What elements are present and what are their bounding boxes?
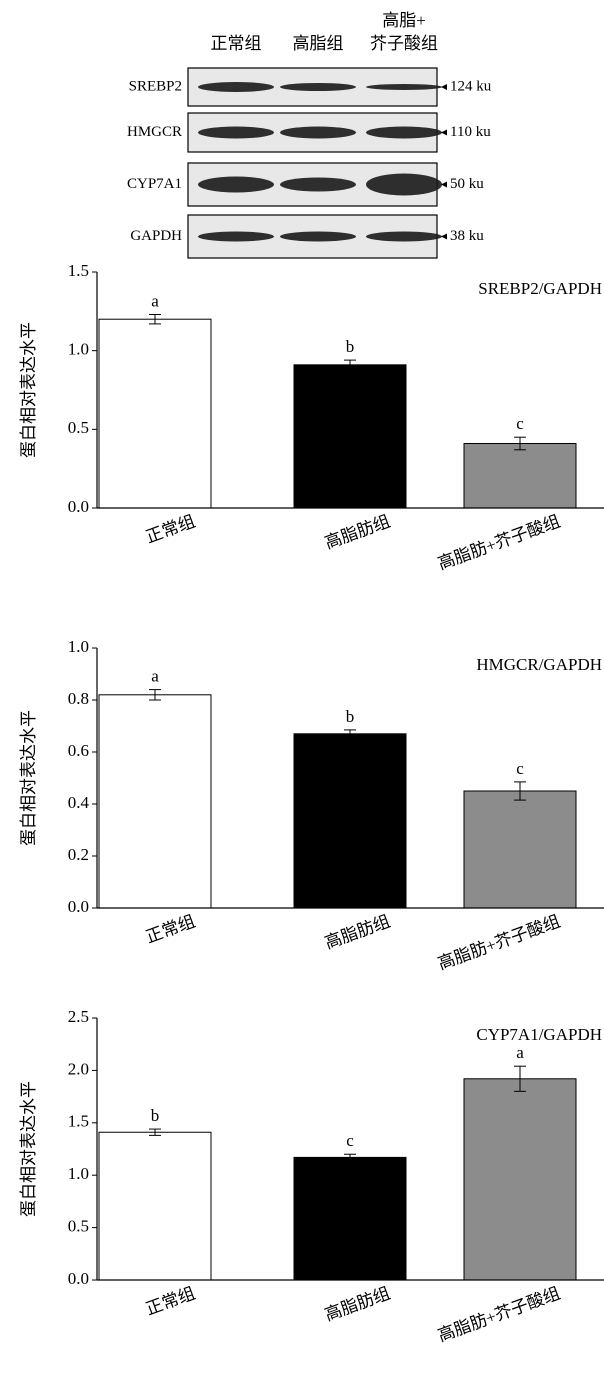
protein-label: SREBP2 xyxy=(129,78,182,94)
figure: 正常组 高脂组 高脂+ 芥子酸组 SREBP2 124 ku HMGCR 110 ku CYP7… xyxy=(0,0,604,1376)
y-tick-label: 0.0 xyxy=(68,497,89,516)
blot-band xyxy=(198,232,274,242)
blot-band xyxy=(366,127,442,139)
y-tick-label: 1.0 xyxy=(68,637,89,656)
y-tick-label: 0.0 xyxy=(68,1269,89,1288)
blot-band xyxy=(280,127,356,139)
bar xyxy=(294,734,406,908)
y-tick-label: 2.0 xyxy=(68,1059,89,1078)
significance-label: c xyxy=(516,414,524,433)
blot-band xyxy=(280,83,356,91)
bar xyxy=(99,695,211,908)
x-tick-label: 正常组 xyxy=(143,1284,197,1319)
x-tick-label: 高脂肪组 xyxy=(322,512,392,553)
y-tick-label: 1.5 xyxy=(68,261,89,280)
protein-label: GAPDH xyxy=(130,228,182,244)
y-axis-label: 蛋白相对表达水平 xyxy=(19,710,38,846)
y-tick-label: 0.6 xyxy=(68,741,89,760)
blot-band xyxy=(366,84,442,90)
lane-label: 正常组 xyxy=(211,34,262,53)
y-tick-label: 1.0 xyxy=(68,1164,89,1183)
size-arrow xyxy=(441,84,447,90)
x-tick-label: 高脂肪组 xyxy=(322,912,392,953)
y-axis-label: 蛋白相对表达水平 xyxy=(19,1081,38,1217)
lane-label: 芥子酸组 xyxy=(370,34,438,53)
y-tick-label: 0.2 xyxy=(68,845,89,864)
significance-label: a xyxy=(151,667,159,686)
lane-label: 高脂+ xyxy=(382,11,426,30)
size-label: 110 ku xyxy=(450,124,491,140)
significance-label: a xyxy=(151,291,159,310)
y-tick-label: 2.5 xyxy=(68,1007,89,1026)
blot-band xyxy=(198,82,274,92)
size-arrow xyxy=(441,130,447,136)
blot-band xyxy=(198,127,274,139)
significance-label: c xyxy=(346,1131,354,1150)
x-tick-label: 正常组 xyxy=(143,512,197,547)
protein-label: CYP7A1 xyxy=(127,176,182,192)
size-label: 50 ku xyxy=(450,176,484,192)
significance-label: b xyxy=(346,707,355,726)
protein-label: HMGCR xyxy=(127,124,182,140)
panel-title: HMGCR/GAPDH xyxy=(476,655,602,674)
significance-label: c xyxy=(516,759,524,778)
bar xyxy=(294,365,406,508)
x-tick-label: 高脂肪+芥子酸组 xyxy=(435,1284,562,1346)
y-tick-label: 0.5 xyxy=(68,1217,89,1236)
y-tick-label: 1.5 xyxy=(68,1112,89,1131)
lane-label: 高脂组 xyxy=(293,34,344,53)
significance-label: a xyxy=(516,1043,524,1062)
size-label: 124 ku xyxy=(450,78,492,94)
blot-band xyxy=(198,177,274,193)
bar xyxy=(464,1079,576,1280)
bar xyxy=(99,1132,211,1280)
blot-band xyxy=(366,232,442,242)
y-tick-label: 0.5 xyxy=(68,418,89,437)
x-tick-label: 高脂肪+芥子酸组 xyxy=(435,512,562,574)
blot-band xyxy=(280,232,356,242)
x-tick-label: 正常组 xyxy=(143,912,197,947)
bar xyxy=(464,791,576,908)
y-tick-label: 1.0 xyxy=(68,340,89,359)
size-label: 38 ku xyxy=(450,228,484,244)
y-axis-label: 蛋白相对表达水平 xyxy=(19,322,38,458)
bar xyxy=(464,443,576,508)
blot-band xyxy=(366,174,442,196)
size-arrow xyxy=(441,234,447,240)
y-tick-label: 0.8 xyxy=(68,689,89,708)
panel-title: SREBP2/GAPDH xyxy=(478,279,602,298)
significance-label: b xyxy=(151,1106,160,1125)
blot-band xyxy=(280,178,356,192)
x-tick-label: 高脂肪+芥子酸组 xyxy=(435,912,562,974)
bar xyxy=(294,1157,406,1280)
x-tick-label: 高脂肪组 xyxy=(322,1284,392,1325)
size-arrow xyxy=(441,182,447,188)
significance-label: b xyxy=(346,337,355,356)
y-tick-label: 0.0 xyxy=(68,897,89,916)
panel-title: CYP7A1/GAPDH xyxy=(476,1025,602,1044)
y-tick-label: 0.4 xyxy=(68,793,90,812)
bar xyxy=(99,319,211,508)
